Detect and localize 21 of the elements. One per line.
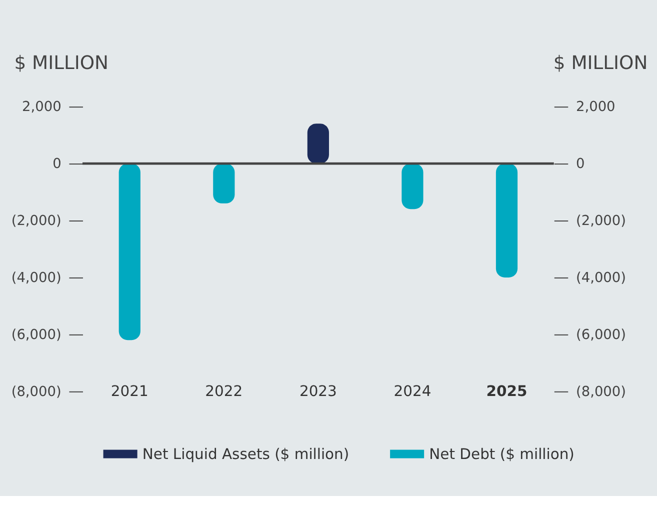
x-tick-label: 2024 xyxy=(394,382,432,400)
x-tick-label: 2025 xyxy=(486,382,528,400)
y-axis-title: $ MILLION xyxy=(14,52,108,74)
x-tick-label: 2022 xyxy=(205,382,243,400)
y-tick-label: (2,000) xyxy=(11,212,62,229)
y2-axis-title: $ MILLION xyxy=(553,52,648,74)
legend-label: Net Debt ($ million) xyxy=(429,446,574,463)
x-tick-label: 2023 xyxy=(299,382,337,400)
y2-tick-label: (2,000) xyxy=(576,212,626,229)
y2-tick-label: (4,000) xyxy=(576,270,626,286)
y-tick-label: 0 xyxy=(52,156,62,172)
legend-label: Net Liquid Assets ($ million) xyxy=(142,446,350,463)
x-tick-label: 2021 xyxy=(110,382,148,400)
y2-tick-label: (6,000) xyxy=(576,326,626,343)
y-tick-label: (6,000) xyxy=(11,326,62,343)
y-tick-label: (8,000) xyxy=(11,384,62,400)
y2-tick-label: 0 xyxy=(576,156,585,172)
y2-tick-label: (8,000) xyxy=(576,384,626,400)
y2-tick-label: 2,000 xyxy=(576,99,616,115)
y-tick-label: 2,000 xyxy=(22,99,62,115)
y-tick-label: (4,000) xyxy=(11,270,62,286)
